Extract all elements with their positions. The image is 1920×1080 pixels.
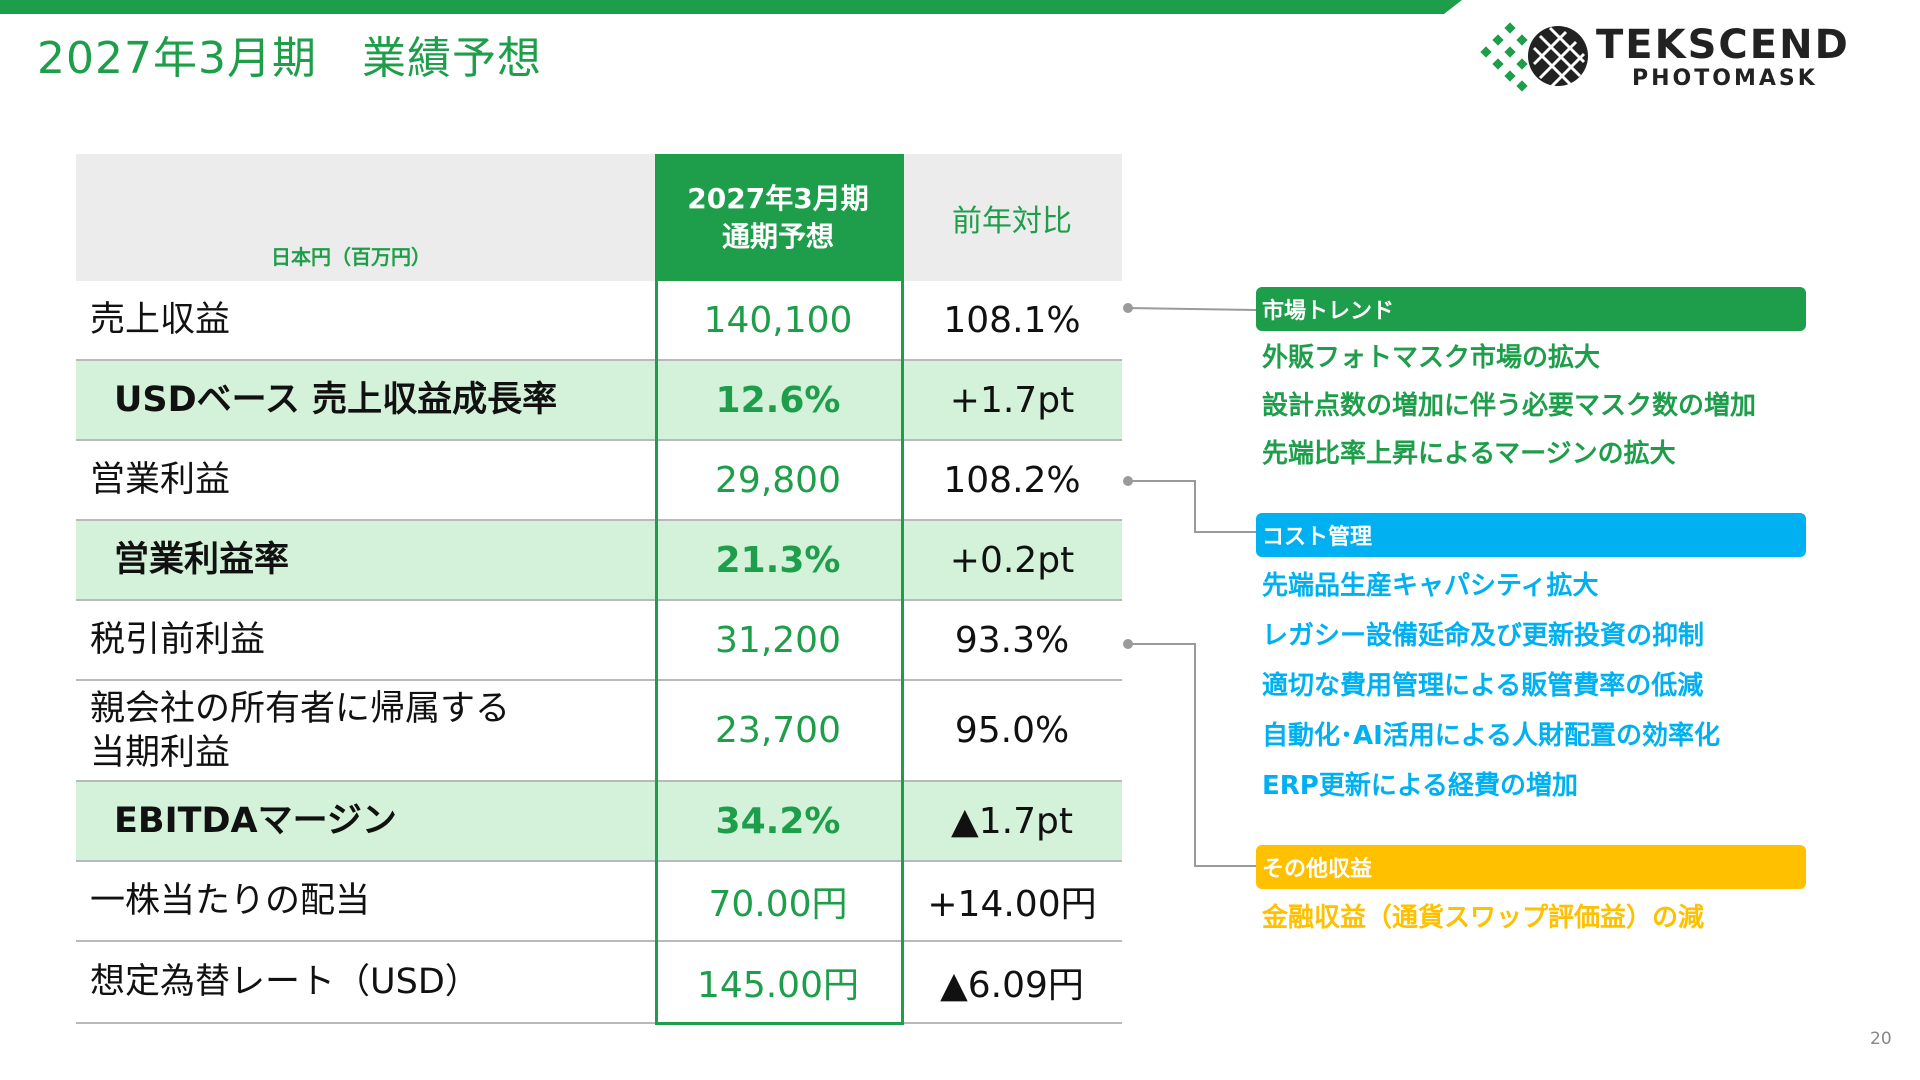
yoy-value: +0.2pt: [949, 539, 1075, 581]
tekscend-grid-logo-icon: [1480, 22, 1588, 92]
page-title: 2027年3月期 業績予想: [37, 33, 542, 84]
row-label-line2: 当期利益: [90, 732, 231, 773]
unit-label: 日本円（百万円）: [271, 245, 431, 269]
yoy-value: ▲6.09円: [940, 965, 1084, 1006]
table-row-highlight: EBITDAマージン 34.2% ▲1.7pt: [76, 782, 1122, 862]
row-label: 営業利益: [90, 460, 231, 500]
yoy-value: +14.00円: [927, 884, 1097, 925]
forecast-column-right-border: [901, 154, 904, 1024]
market-trend-heading: 市場トレンド: [1256, 287, 1806, 331]
cost-management-item: 自動化･AI活用による人財配置の効率化: [1262, 721, 1721, 751]
forecast-value: 23,700: [715, 710, 841, 751]
other-income-item: 金融収益（通貨スワップ評価益）の減: [1262, 903, 1705, 933]
forecast-value: 31,200: [715, 619, 841, 661]
row-label: 営業利益率: [114, 540, 290, 580]
market-trend-item: 設計点数の増加に伴う必要マスク数の増加: [1262, 391, 1757, 421]
other-income-heading: その他収益: [1256, 845, 1806, 889]
table-row: 想定為替レート（USD） 145.00円 ▲6.09円: [76, 942, 1122, 1024]
table-row: 営業利益 29,800 108.2%: [76, 441, 1122, 521]
forecast-value: 70.00円: [708, 884, 848, 925]
forecast-value: 21.3%: [715, 539, 841, 581]
logo-subword: PHOTOMASK: [1632, 66, 1818, 91]
market-trend-item: 先端比率上昇によるマージンの拡大: [1262, 439, 1676, 469]
connector-dot: [1123, 476, 1133, 486]
yoy-column-header: 前年対比: [952, 203, 1072, 239]
cost-management-item: ERP更新による経費の増加: [1262, 771, 1579, 801]
yoy-value: 95.0%: [954, 710, 1070, 751]
row-label: USDベース 売上収益成長率: [114, 380, 558, 420]
row-label: 一株当たりの配当: [90, 881, 371, 921]
company-logo: TEKSCEND PHOTOMASK: [1472, 18, 1892, 98]
table-header: 日本円（百万円） 2027年3月期 通期予想 前年対比: [76, 154, 1122, 281]
yoy-value: 108.2%: [943, 459, 1081, 501]
table-row: 親会社の所有者に帰属する 当期利益 23,700 95.0%: [76, 681, 1122, 782]
forecast-value: 140,100: [703, 299, 853, 341]
forecast-value: 34.2%: [715, 800, 841, 842]
row-label-line1: 親会社の所有者に帰属する: [90, 688, 511, 729]
yoy-value: +1.7pt: [949, 379, 1075, 421]
yoy-value: ▲1.7pt: [951, 800, 1073, 842]
connector-dot: [1123, 639, 1133, 649]
top-accent-bar: [0, 0, 1462, 14]
forecast-header-line2: 通期予想: [721, 219, 834, 253]
row-label: 税引前利益: [90, 620, 266, 660]
cost-management-heading: コスト管理: [1256, 513, 1806, 557]
forecast-value: 145.00円: [697, 965, 859, 1006]
forecast-value: 29,800: [715, 459, 841, 501]
row-label: EBITDAマージン: [114, 801, 397, 841]
logo-wordmark: TEKSCEND: [1596, 22, 1850, 68]
yoy-value: 108.1%: [943, 299, 1081, 341]
table-row-highlight: USDベース 売上収益成長率 12.6% +1.7pt: [76, 361, 1122, 441]
table-row: 税引前利益 31,200 93.3%: [76, 601, 1122, 681]
connector-dot: [1123, 303, 1133, 313]
forecast-column-header: 2027年3月期 通期予想: [655, 154, 901, 281]
cost-management-item: レガシー設備延命及び更新投資の抑制: [1262, 621, 1705, 651]
yoy-value: 93.3%: [954, 619, 1070, 661]
table-row: 一株当たりの配当 70.00円 +14.00円: [76, 862, 1122, 942]
row-label: 想定為替レート（USD）: [90, 962, 480, 1002]
forecast-value: 12.6%: [715, 379, 841, 421]
market-trend-item: 外販フォトマスク市場の拡大: [1262, 343, 1601, 373]
forecast-column-bottom-border: [655, 1022, 904, 1025]
row-label: 親会社の所有者に帰属する 当期利益: [90, 681, 510, 780]
page-number: 20: [1870, 1029, 1892, 1049]
table-row: 売上収益 140,100 108.1%: [76, 281, 1122, 361]
forecast-column-left-border: [655, 154, 658, 1024]
cost-management-item: 先端品生産キャパシティ拡大: [1262, 571, 1599, 601]
forecast-header-line1: 2027年3月期: [687, 181, 869, 215]
table-row-highlight: 営業利益率 21.3% +0.2pt: [76, 521, 1122, 601]
cost-management-item: 適切な費用管理による販管費率の低減: [1262, 671, 1704, 701]
row-label: 売上収益: [90, 300, 231, 340]
